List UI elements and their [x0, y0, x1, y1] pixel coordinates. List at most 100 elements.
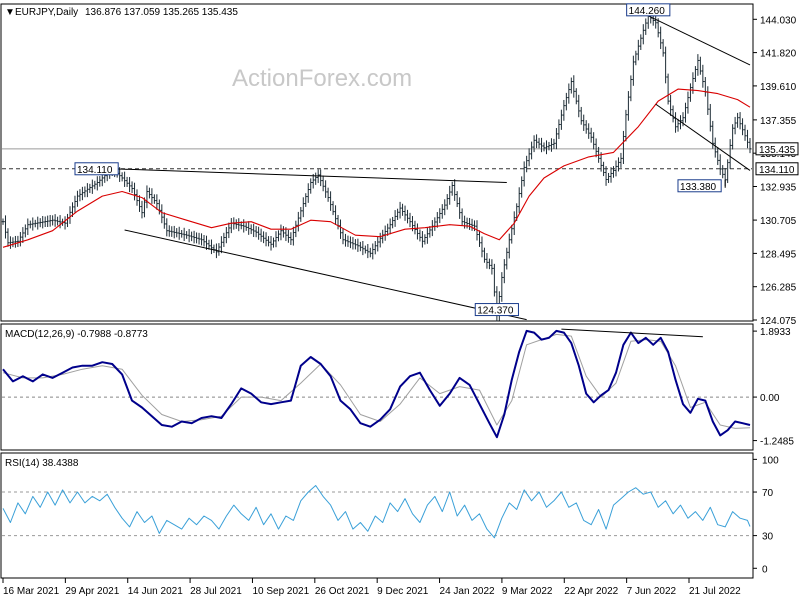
- rsi-line: [2, 485, 751, 539]
- price-bar: [354, 239, 357, 250]
- price-bar: [632, 55, 635, 86]
- price-bar: [155, 194, 159, 210]
- price-bar: [679, 115, 682, 130]
- price-bar: [398, 201, 402, 219]
- price-bar: [91, 179, 94, 194]
- price-bar: [120, 172, 124, 182]
- date-axis-tick: 22 Apr 2022: [564, 586, 618, 597]
- price-bar: [547, 141, 551, 151]
- price-bar: [294, 220, 298, 238]
- ohlc-readout: 136.876 137.059 135.265 135.435: [85, 7, 238, 18]
- price-bar: [245, 222, 248, 231]
- price-bar: [542, 142, 546, 152]
- price-bar: [36, 216, 39, 230]
- price-bar: [426, 227, 429, 244]
- price-bar: [465, 217, 469, 229]
- price-bar: [537, 137, 541, 149]
- macd-axis-tick: 1.8933: [760, 327, 791, 338]
- price-bar: [478, 230, 481, 247]
- price-bar: [642, 24, 645, 45]
- price-bar: [612, 166, 615, 178]
- price-bar: [463, 215, 466, 229]
- price-bar: [567, 83, 571, 104]
- price-bar: [421, 231, 424, 248]
- price-bar: [39, 218, 42, 228]
- price-bar: [413, 220, 417, 235]
- price-bar: [470, 218, 474, 231]
- price-bar: [187, 229, 191, 243]
- price-bar: [1, 218, 5, 225]
- price-bar: [170, 226, 173, 237]
- price-bar: [483, 247, 486, 263]
- price-bar: [450, 181, 454, 196]
- price-bar: [264, 232, 268, 247]
- macd-signal-line: [2, 333, 751, 429]
- price-tag: 135.435: [755, 142, 799, 156]
- price-bar: [376, 236, 379, 252]
- price-bar: [401, 203, 404, 216]
- price-bar: [686, 91, 690, 114]
- trendline: [124, 229, 527, 321]
- price-bar: [249, 224, 253, 235]
- price-bar: [282, 226, 285, 238]
- price-bar: [299, 207, 303, 222]
- price-bar: [520, 176, 523, 198]
- price-bar: [532, 135, 536, 153]
- price-bar: [329, 191, 332, 211]
- price-bar: [585, 120, 588, 134]
- price-bar: [438, 208, 441, 224]
- price-bar: [96, 176, 99, 191]
- price-bar: [731, 124, 734, 150]
- macd-axis-tick: 0.00: [760, 393, 780, 404]
- price-bar: [148, 187, 151, 199]
- price-bar: [331, 201, 335, 216]
- price-bar: [453, 179, 456, 201]
- price-bar: [197, 232, 201, 245]
- price-bar: [123, 171, 126, 187]
- price-bar: [699, 56, 702, 75]
- price-bar: [386, 223, 389, 236]
- price-bar: [423, 234, 427, 245]
- price-bar: [304, 193, 307, 207]
- price-bar: [592, 132, 595, 150]
- price-bar: [43, 216, 47, 227]
- price-bar: [557, 119, 561, 140]
- price-bar: [83, 186, 87, 198]
- date-axis-tick: 29 Apr 2021: [65, 586, 119, 597]
- price-bar: [88, 183, 92, 194]
- collapse-arrow-icon[interactable]: ▼: [5, 7, 15, 18]
- price-bar: [247, 221, 250, 235]
- price-axis-tick: 128.495: [760, 249, 797, 260]
- price-axis-tick: 137.355: [760, 116, 797, 127]
- price-bar: [371, 243, 374, 260]
- price-bar: [4, 215, 7, 239]
- price-bar: [406, 209, 409, 224]
- price-bar: [195, 232, 198, 244]
- price-bar: [180, 229, 183, 238]
- price-bar: [701, 64, 705, 88]
- date-axis-tick: 14 Jun 2021: [128, 586, 183, 597]
- price-bar: [175, 228, 178, 238]
- price-bar: [721, 165, 724, 179]
- price-bar: [746, 129, 749, 149]
- price-bar: [508, 233, 511, 259]
- price-bar: [225, 227, 228, 244]
- watermark: ActionForex.com: [232, 65, 412, 92]
- price-bar: [455, 191, 459, 208]
- price-bar: [580, 106, 583, 125]
- price-bar: [446, 194, 449, 210]
- price-annotation-text: 134.110: [77, 165, 113, 176]
- price-bar: [570, 77, 573, 94]
- price-bar: [671, 105, 675, 123]
- price-bar: [351, 237, 355, 250]
- price-bar: [98, 176, 101, 187]
- price-bar: [530, 141, 533, 160]
- price-annotation-text: 144.260: [629, 6, 666, 17]
- price-bar: [527, 148, 531, 167]
- price-bar: [503, 259, 506, 284]
- price-bar: [227, 222, 231, 239]
- price-bar: [709, 103, 712, 132]
- price-bar: [599, 152, 603, 172]
- price-bar: [748, 137, 752, 154]
- price-bar: [562, 99, 566, 121]
